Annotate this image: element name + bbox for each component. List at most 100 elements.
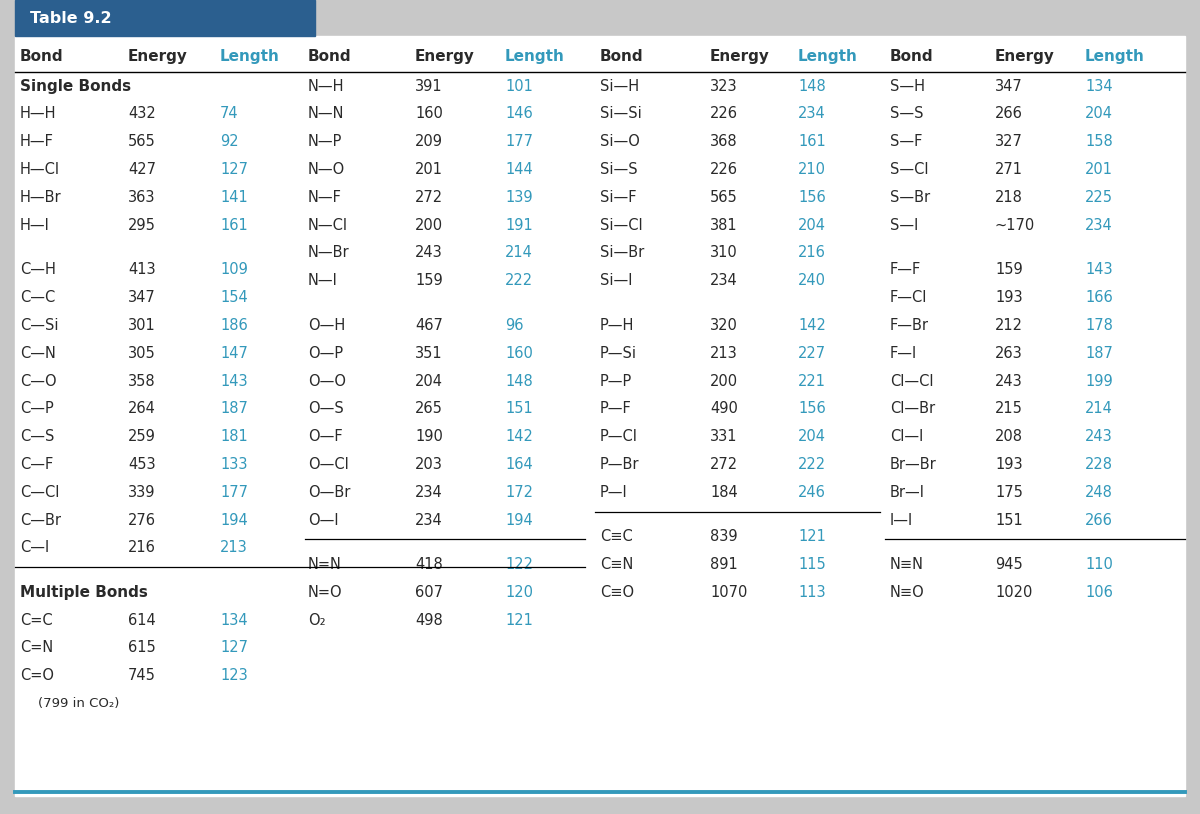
Text: Si—O: Si—O bbox=[600, 134, 640, 149]
Text: 191: 191 bbox=[505, 217, 533, 233]
Text: 159: 159 bbox=[995, 262, 1022, 278]
Text: 226: 226 bbox=[710, 107, 738, 121]
Text: F—I: F—I bbox=[890, 346, 917, 361]
Text: C=N: C=N bbox=[20, 641, 53, 655]
Text: 164: 164 bbox=[505, 457, 533, 472]
Text: 271: 271 bbox=[995, 162, 1022, 177]
Text: 347: 347 bbox=[128, 290, 156, 305]
Text: 187: 187 bbox=[220, 401, 248, 416]
Text: 490: 490 bbox=[710, 401, 738, 416]
Text: C—N: C—N bbox=[20, 346, 56, 361]
Text: 243: 243 bbox=[1085, 429, 1112, 444]
Text: Table 9.2: Table 9.2 bbox=[30, 11, 112, 25]
Text: H—Br: H—Br bbox=[20, 190, 61, 204]
Text: 266: 266 bbox=[1085, 513, 1112, 527]
Text: P—Cl: P—Cl bbox=[600, 429, 638, 444]
Text: 142: 142 bbox=[798, 318, 826, 333]
Text: 201: 201 bbox=[1085, 162, 1114, 177]
Text: Bond: Bond bbox=[308, 49, 352, 63]
Text: 565: 565 bbox=[128, 134, 156, 149]
Text: Si—Br: Si—Br bbox=[600, 245, 644, 260]
Text: 565: 565 bbox=[710, 190, 738, 204]
Text: 243: 243 bbox=[995, 374, 1022, 388]
Text: 212: 212 bbox=[995, 318, 1022, 333]
Text: 234: 234 bbox=[415, 513, 443, 527]
Text: 139: 139 bbox=[505, 190, 533, 204]
Text: Length: Length bbox=[220, 49, 280, 63]
Text: 121: 121 bbox=[798, 529, 826, 545]
Text: H—F: H—F bbox=[20, 134, 54, 149]
Text: 427: 427 bbox=[128, 162, 156, 177]
Text: S—S: S—S bbox=[890, 107, 924, 121]
Text: 204: 204 bbox=[798, 429, 826, 444]
Text: P—Si: P—Si bbox=[600, 346, 637, 361]
Text: 259: 259 bbox=[128, 429, 156, 444]
Text: 141: 141 bbox=[220, 190, 247, 204]
Text: 248: 248 bbox=[1085, 484, 1112, 500]
Text: 214: 214 bbox=[1085, 401, 1112, 416]
Text: 194: 194 bbox=[505, 513, 533, 527]
Text: C—S: C—S bbox=[20, 429, 54, 444]
Text: N—Br: N—Br bbox=[308, 245, 349, 260]
Text: Br—Br: Br—Br bbox=[890, 457, 937, 472]
Text: C—C: C—C bbox=[20, 290, 55, 305]
Text: 172: 172 bbox=[505, 484, 533, 500]
Text: 177: 177 bbox=[220, 484, 248, 500]
Text: Si—H: Si—H bbox=[600, 78, 640, 94]
Text: 115: 115 bbox=[798, 557, 826, 572]
Text: 272: 272 bbox=[710, 457, 738, 472]
Text: Length: Length bbox=[1085, 49, 1145, 63]
Text: 123: 123 bbox=[220, 668, 247, 683]
Text: 891: 891 bbox=[710, 557, 738, 572]
Text: 234: 234 bbox=[798, 107, 826, 121]
Text: F—Cl: F—Cl bbox=[890, 290, 928, 305]
Text: S—Cl: S—Cl bbox=[890, 162, 929, 177]
Text: 133: 133 bbox=[220, 457, 247, 472]
Text: P—Br: P—Br bbox=[600, 457, 640, 472]
Text: N=N: N=N bbox=[308, 557, 342, 572]
Text: Si—F: Si—F bbox=[600, 190, 636, 204]
Text: I—I: I—I bbox=[890, 513, 913, 527]
Text: Length: Length bbox=[505, 49, 565, 63]
Text: Energy: Energy bbox=[128, 49, 188, 63]
Text: Length: Length bbox=[798, 49, 858, 63]
Text: Bond: Bond bbox=[890, 49, 934, 63]
Text: N—Cl: N—Cl bbox=[308, 217, 348, 233]
Text: 310: 310 bbox=[710, 245, 738, 260]
Text: 161: 161 bbox=[220, 217, 247, 233]
Text: 228: 228 bbox=[1085, 457, 1114, 472]
Text: 240: 240 bbox=[798, 274, 826, 288]
Text: 222: 222 bbox=[798, 457, 826, 472]
Text: ~170: ~170 bbox=[995, 217, 1036, 233]
Text: 208: 208 bbox=[995, 429, 1022, 444]
Text: C=C: C=C bbox=[20, 613, 53, 628]
Text: 113: 113 bbox=[798, 584, 826, 600]
Text: 204: 204 bbox=[798, 217, 826, 233]
Text: 160: 160 bbox=[505, 346, 533, 361]
Text: 194: 194 bbox=[220, 513, 247, 527]
Text: 432: 432 bbox=[128, 107, 156, 121]
Text: 295: 295 bbox=[128, 217, 156, 233]
Text: P—H: P—H bbox=[600, 318, 635, 333]
Text: O—Cl: O—Cl bbox=[308, 457, 349, 472]
Text: 218: 218 bbox=[995, 190, 1022, 204]
Text: 127: 127 bbox=[220, 641, 248, 655]
Text: 320: 320 bbox=[710, 318, 738, 333]
Text: 216: 216 bbox=[128, 540, 156, 555]
Text: C—Si: C—Si bbox=[20, 318, 59, 333]
Text: 301: 301 bbox=[128, 318, 156, 333]
Text: C—F: C—F bbox=[20, 457, 53, 472]
Text: 234: 234 bbox=[710, 274, 738, 288]
Text: 184: 184 bbox=[710, 484, 738, 500]
Text: 142: 142 bbox=[505, 429, 533, 444]
Text: N≡O: N≡O bbox=[890, 584, 925, 600]
Text: 122: 122 bbox=[505, 557, 533, 572]
Text: 227: 227 bbox=[798, 346, 826, 361]
Text: 200: 200 bbox=[710, 374, 738, 388]
Text: Cl—Br: Cl—Br bbox=[890, 401, 935, 416]
Text: 143: 143 bbox=[1085, 262, 1112, 278]
Text: 216: 216 bbox=[798, 245, 826, 260]
Text: O—O: O—O bbox=[308, 374, 346, 388]
Text: 121: 121 bbox=[505, 613, 533, 628]
Text: 327: 327 bbox=[995, 134, 1022, 149]
